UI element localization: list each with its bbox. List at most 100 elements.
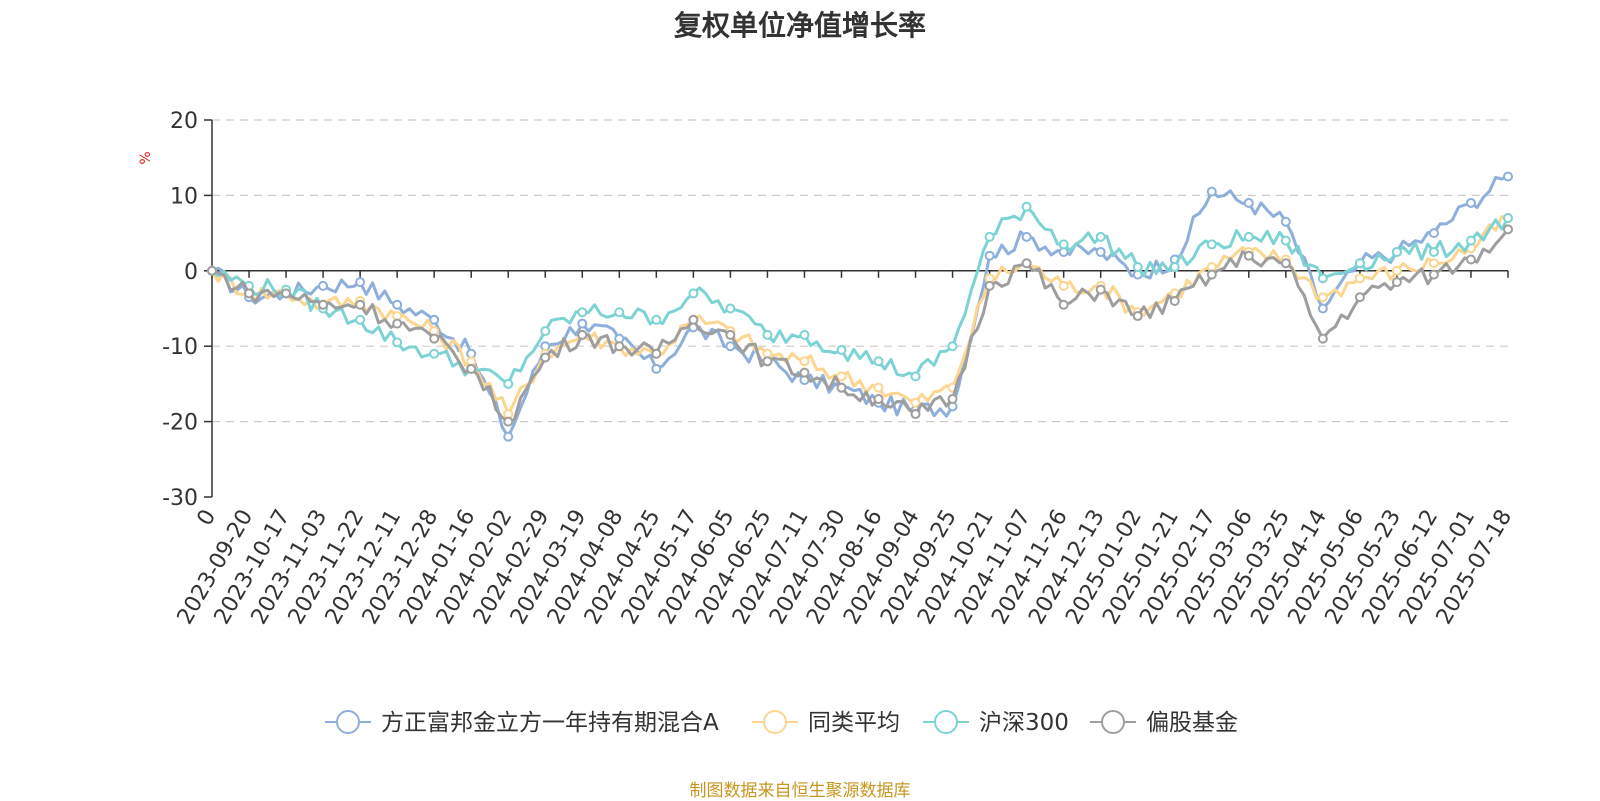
data-point (836, 382, 847, 393)
data-point (577, 329, 588, 340)
data-point (355, 277, 366, 288)
legend-label[interactable]: 沪深300 (979, 710, 1069, 736)
data-point (503, 431, 514, 442)
legend-marker[interactable] (336, 710, 360, 734)
data-point (947, 393, 958, 404)
data-point (614, 341, 625, 352)
data-point (318, 280, 329, 291)
data-point (1243, 231, 1254, 242)
data-point (1391, 277, 1402, 288)
data-point (1503, 213, 1513, 224)
data-point (1095, 284, 1106, 295)
data-point (910, 397, 921, 408)
data-point (1132, 311, 1143, 322)
series-line (211, 228, 1510, 424)
data-point (651, 363, 662, 374)
data-point (1243, 197, 1254, 208)
data-point (1317, 333, 1328, 344)
data-point (1391, 265, 1402, 276)
data-point (799, 367, 810, 378)
data-point (1465, 254, 1476, 265)
data-point (725, 329, 736, 340)
data-point (984, 231, 995, 242)
data-point (725, 341, 736, 352)
data-point (836, 371, 847, 382)
axes: 20100-10-20-30%02023-09-202023-10-172023… (138, 109, 1517, 629)
data-point (392, 318, 403, 329)
y-tick-label: 10 (170, 184, 198, 209)
data-point (725, 303, 736, 314)
data-point (1206, 269, 1217, 280)
data-point (1021, 201, 1032, 212)
data-point (466, 363, 477, 374)
data-point (984, 250, 995, 261)
data-point (503, 378, 514, 389)
series-lines (207, 171, 1513, 442)
data-point (688, 288, 699, 299)
data-point (1058, 280, 1069, 291)
data-point (244, 288, 255, 299)
legend: 方正富邦金立方一年持有期混合A 同类平均 沪深300 偏股基金 (325, 710, 1238, 736)
data-point (1280, 216, 1291, 227)
data-point (355, 299, 366, 310)
data-point (1317, 273, 1328, 284)
data-point (1169, 262, 1180, 273)
legend-marker[interactable] (934, 710, 958, 734)
data-point (540, 352, 551, 363)
data-point (873, 356, 884, 367)
data-point (207, 265, 217, 276)
chart-title: 复权单位净值增长率 (673, 9, 926, 42)
data-point (1465, 197, 1476, 208)
data-point (799, 329, 810, 340)
data-point (1428, 246, 1439, 257)
data-point (947, 341, 958, 352)
data-point (392, 299, 403, 310)
data-point (873, 382, 884, 393)
data-point (1354, 273, 1365, 284)
data-point (318, 299, 329, 310)
legend-label[interactable]: 方正富邦金立方一年持有期混合A (381, 710, 719, 736)
y-tick-label: -10 (162, 335, 198, 360)
data-point (614, 307, 625, 318)
legend-label[interactable]: 偏股基金 (1146, 710, 1238, 736)
data-point (1206, 186, 1217, 197)
data-point (1428, 258, 1439, 269)
data-point (1317, 303, 1328, 314)
data-point (799, 356, 810, 367)
data-point (873, 393, 884, 404)
data-point (1206, 239, 1217, 250)
legend-label[interactable]: 同类平均 (808, 710, 900, 736)
data-point (1058, 299, 1069, 310)
y-tick-label: -20 (162, 411, 198, 436)
data-point (1243, 250, 1254, 261)
data-point (1391, 246, 1402, 257)
series-line (210, 215, 1509, 416)
y-axis-unit: % (138, 151, 154, 164)
series-line (211, 175, 1509, 439)
data-point (910, 371, 921, 382)
data-point (429, 333, 440, 344)
y-tick-label: 0 (184, 260, 198, 285)
series-line (211, 205, 1510, 386)
data-point (281, 288, 292, 299)
data-point (1428, 269, 1439, 280)
data-point (1021, 231, 1032, 242)
data-point (1465, 235, 1476, 246)
y-tick-label: -30 (162, 486, 198, 511)
data-point (836, 344, 847, 355)
data-point (984, 280, 995, 291)
y-tick-label: 20 (170, 109, 198, 134)
data-point (577, 318, 588, 329)
data-point (1280, 258, 1291, 269)
data-point (429, 348, 440, 359)
data-point (1095, 246, 1106, 257)
legend-marker[interactable] (1101, 710, 1125, 734)
source-note: 制图数据来自恒生聚源数据库 (689, 781, 911, 801)
x-tick-label: 0 (193, 506, 222, 531)
data-point (355, 314, 366, 325)
data-point (1354, 292, 1365, 303)
grid-lines (212, 119, 1508, 423)
legend-marker[interactable] (763, 710, 787, 734)
data-point (540, 326, 551, 337)
